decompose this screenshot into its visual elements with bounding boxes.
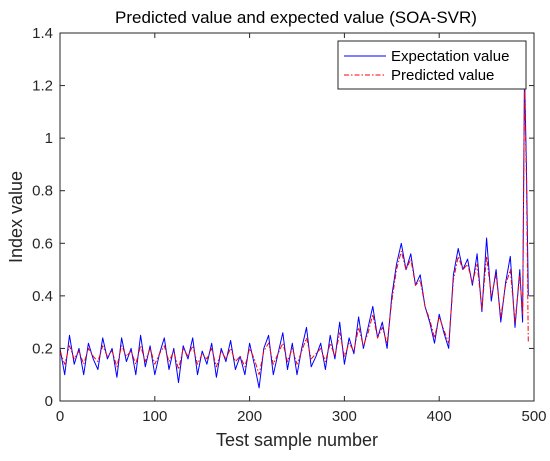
- legend-box: [337, 40, 527, 90]
- y-tick-label: 0: [45, 393, 53, 410]
- x-tick-label: 0: [56, 408, 64, 425]
- y-tick-label: 0.6: [32, 235, 53, 252]
- x-tick-label: 200: [237, 408, 262, 425]
- x-axis-label: Test sample number: [216, 430, 378, 450]
- y-tick-label: 0.4: [32, 288, 53, 305]
- y-tick-label: 1.4: [32, 25, 53, 42]
- y-tick-label: 0.8: [32, 183, 53, 200]
- y-axis: 0 0.2 0.4 0.6 0.8 1 1.2 1.4: [32, 25, 534, 410]
- x-tick-label: 300: [332, 408, 357, 425]
- series-line-predicted: [59, 85, 529, 376]
- y-tick-label: 1.2: [32, 78, 53, 95]
- legend: Expectation value Predicted value: [337, 40, 527, 90]
- chart-title: Predicted value and expected value (SOA-…: [115, 8, 477, 27]
- series-layer: [59, 71, 529, 389]
- plot-area: [60, 33, 534, 401]
- y-tick-label: 0.2: [32, 340, 53, 357]
- y-tick-label: 1: [45, 130, 53, 147]
- legend-label-expectation: Expectation value: [391, 48, 509, 65]
- legend-label-predicted: Predicted value: [391, 67, 494, 84]
- plot-frame: [59, 32, 535, 402]
- x-tick-label: 100: [142, 408, 167, 425]
- series-line-expectation: [59, 71, 529, 389]
- x-tick-label: 500: [521, 408, 546, 425]
- y-axis-label: Index value: [6, 171, 26, 263]
- x-axis: 0 100 200 300 400 500: [56, 33, 547, 425]
- x-tick-label: 400: [427, 408, 452, 425]
